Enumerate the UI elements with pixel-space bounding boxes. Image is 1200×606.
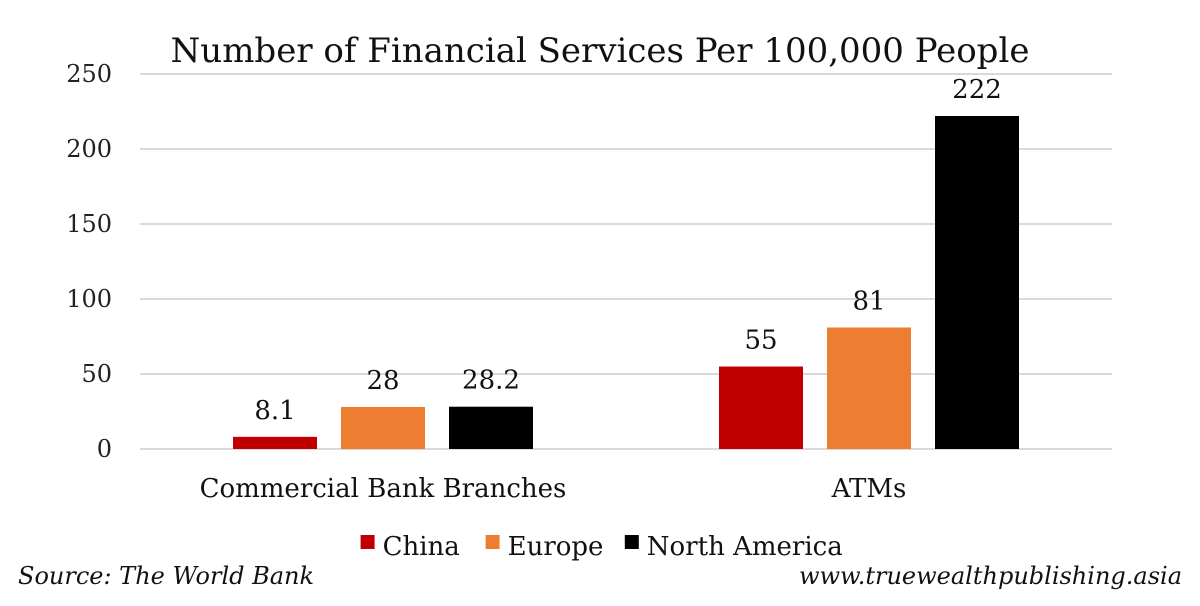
y-tick-label: 200 (66, 135, 112, 163)
legend-label: Europe (508, 532, 604, 562)
y-axis-ticks: 0 50 100 150 200 250 (66, 60, 112, 463)
y-tick-label: 250 (66, 60, 112, 88)
legend: China Europe North America (360, 532, 843, 562)
bars (233, 116, 1019, 449)
bar-north-america (449, 406, 533, 449)
legend-label: North America (647, 532, 843, 562)
data-label: 222 (952, 75, 1002, 105)
bar-europe (827, 327, 911, 449)
bar-north-america (935, 116, 1019, 449)
y-tick-label: 100 (66, 285, 112, 313)
legend-label: China (383, 532, 460, 562)
category-label: Commercial Bank Branches (200, 474, 567, 504)
data-label: 28 (366, 366, 399, 396)
bar-china (719, 366, 803, 449)
data-label: 8.1 (254, 396, 295, 426)
bar-europe (341, 407, 425, 449)
data-label: 81 (852, 287, 885, 317)
data-label: 55 (744, 326, 777, 356)
legend-swatch (360, 535, 375, 549)
bar-china (233, 436, 317, 449)
category-labels: Commercial Bank Branches ATMs (200, 474, 907, 504)
category-label: ATMs (831, 474, 907, 504)
chart-title: Number of Financial Services Per 100,000… (171, 31, 1030, 71)
source-note: Source: The World Bank (18, 562, 315, 590)
website-url: www.truewealthpublishing.asia (798, 562, 1182, 590)
data-label: 28.2 (462, 366, 520, 396)
data-labels: 8.1 28 28.2 55 81 222 (254, 75, 1002, 426)
y-tick-label: 0 (97, 435, 112, 463)
y-tick-label: 150 (66, 210, 112, 238)
legend-swatch (624, 535, 639, 549)
legend-swatch (485, 535, 500, 549)
y-tick-label: 50 (81, 360, 112, 388)
